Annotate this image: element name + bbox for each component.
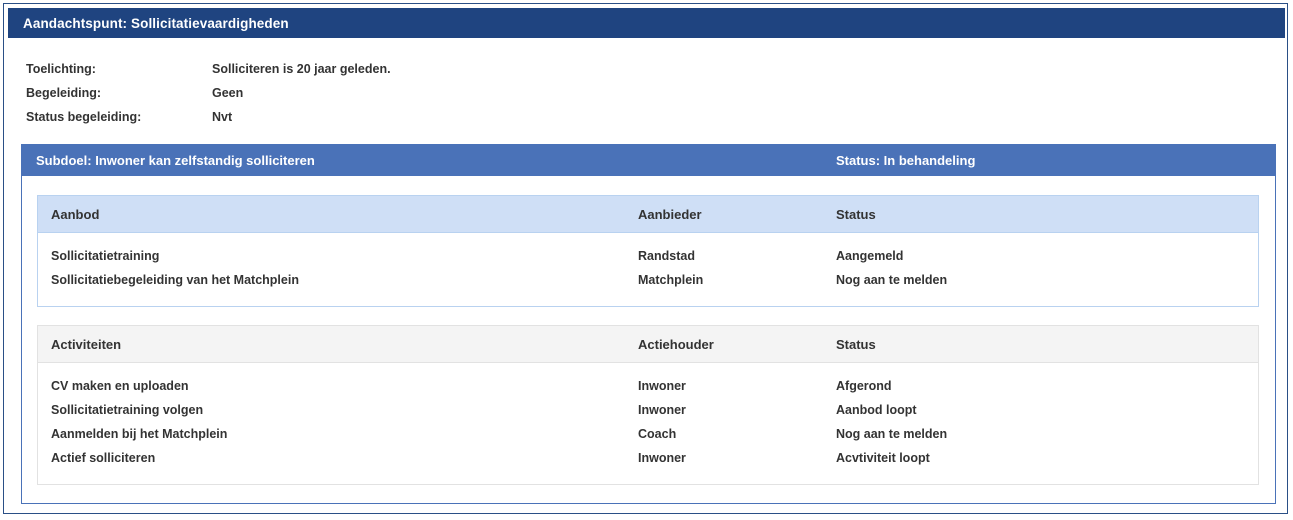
subdoel-title: Subdoel: Inwoner kan zelfstandig sollici… — [36, 153, 315, 168]
activiteiten-cell-owner: Inwoner — [638, 403, 686, 417]
info-row: Begeleiding: Geen — [8, 81, 1285, 105]
subdoel-status-badge: Status: In behandeling — [836, 153, 976, 168]
info-row: Status begeleiding: Nvt — [8, 105, 1285, 129]
table-row[interactable]: Actief solliciteren Inwoner Acvtiviteit … — [38, 446, 1258, 470]
aanbod-column-header-name: Aanbod — [51, 206, 100, 222]
info-label-toelichting: Toelichting: — [26, 62, 96, 76]
table-row[interactable]: Sollicitatietraining volgen Inwoner Aanb… — [38, 398, 1258, 422]
activiteiten-cell-name: CV maken en uploaden — [51, 379, 189, 393]
info-row: Toelichting: Solliciteren is 20 jaar gel… — [8, 57, 1285, 81]
table-row[interactable]: Aanmelden bij het Matchplein Coach Nog a… — [38, 422, 1258, 446]
activiteiten-table-header-row: Activiteiten Actiehouder Status — [38, 326, 1258, 363]
activiteiten-column-header-owner: Actiehouder — [638, 336, 714, 352]
info-label-status-begeleiding: Status begeleiding: — [26, 110, 142, 124]
activiteiten-cell-status: Aanbod loopt — [836, 403, 917, 417]
activiteiten-table-body: CV maken en uploaden Inwoner Afgerond So… — [38, 363, 1258, 470]
activiteiten-cell-owner: Inwoner — [638, 379, 686, 393]
activiteiten-column-header-name: Activiteiten — [51, 336, 122, 352]
table-row[interactable]: Sollicitatietraining Randstad Aangemeld — [38, 244, 1258, 268]
activiteiten-column-header-status: Status — [836, 336, 876, 352]
activiteiten-table: Activiteiten Actiehouder Status CV maken… — [37, 325, 1259, 485]
activiteiten-cell-status: Afgerond — [836, 379, 892, 393]
activiteiten-cell-owner: Inwoner — [638, 451, 686, 465]
aanbod-cell-name: Sollicitatiebegeleiding van het Matchple… — [51, 273, 299, 287]
table-row[interactable]: CV maken en uploaden Inwoner Afgerond — [38, 374, 1258, 398]
info-value-begeleiding: Geen — [212, 86, 244, 100]
activiteiten-cell-status: Nog aan te melden — [836, 427, 948, 441]
activiteiten-cell-name: Aanmelden bij het Matchplein — [51, 427, 228, 441]
page-title: Aandachtspunt: Sollicitatievaardigheden — [23, 15, 289, 31]
aanbod-table-header-row: Aanbod Aanbieder Status — [38, 196, 1258, 233]
aanbod-cell-owner: Randstad — [638, 249, 695, 263]
aanbod-table-body: Sollicitatietraining Randstad Aangemeld … — [38, 233, 1258, 292]
aanbod-column-header-owner: Aanbieder — [638, 206, 702, 222]
aandachtspunt-header: Aandachtspunt: Sollicitatievaardigheden — [8, 8, 1285, 38]
subdoel-panel: Subdoel: Inwoner kan zelfstandig sollici… — [21, 144, 1276, 504]
activiteiten-cell-name: Sollicitatietraining volgen — [51, 403, 204, 417]
aanbod-cell-owner: Matchplein — [638, 273, 704, 287]
subdoel-header: Subdoel: Inwoner kan zelfstandig sollici… — [22, 145, 1275, 176]
aanbod-table: Aanbod Aanbieder Status Sollicitatietrai… — [37, 195, 1259, 307]
page-frame: Aandachtspunt: Sollicitatievaardigheden … — [3, 3, 1288, 514]
info-value-toelichting: Solliciteren is 20 jaar geleden. — [212, 62, 391, 76]
aanbod-cell-name: Sollicitatietraining — [51, 249, 160, 263]
activiteiten-cell-status: Acvtiviteit loopt — [836, 451, 930, 465]
info-value-status-begeleiding: Nvt — [212, 110, 233, 124]
activiteiten-cell-name: Actief solliciteren — [51, 451, 156, 465]
activiteiten-cell-owner: Coach — [638, 427, 677, 441]
aandachtspunt-info-block: Toelichting: Solliciteren is 20 jaar gel… — [8, 38, 1285, 129]
table-row[interactable]: Sollicitatiebegeleiding van het Matchple… — [38, 268, 1258, 292]
info-label-begeleiding: Begeleiding: — [26, 86, 102, 100]
aanbod-cell-status: Nog aan te melden — [836, 273, 948, 287]
aanbod-cell-status: Aangemeld — [836, 249, 904, 263]
aanbod-column-header-status: Status — [836, 206, 876, 222]
